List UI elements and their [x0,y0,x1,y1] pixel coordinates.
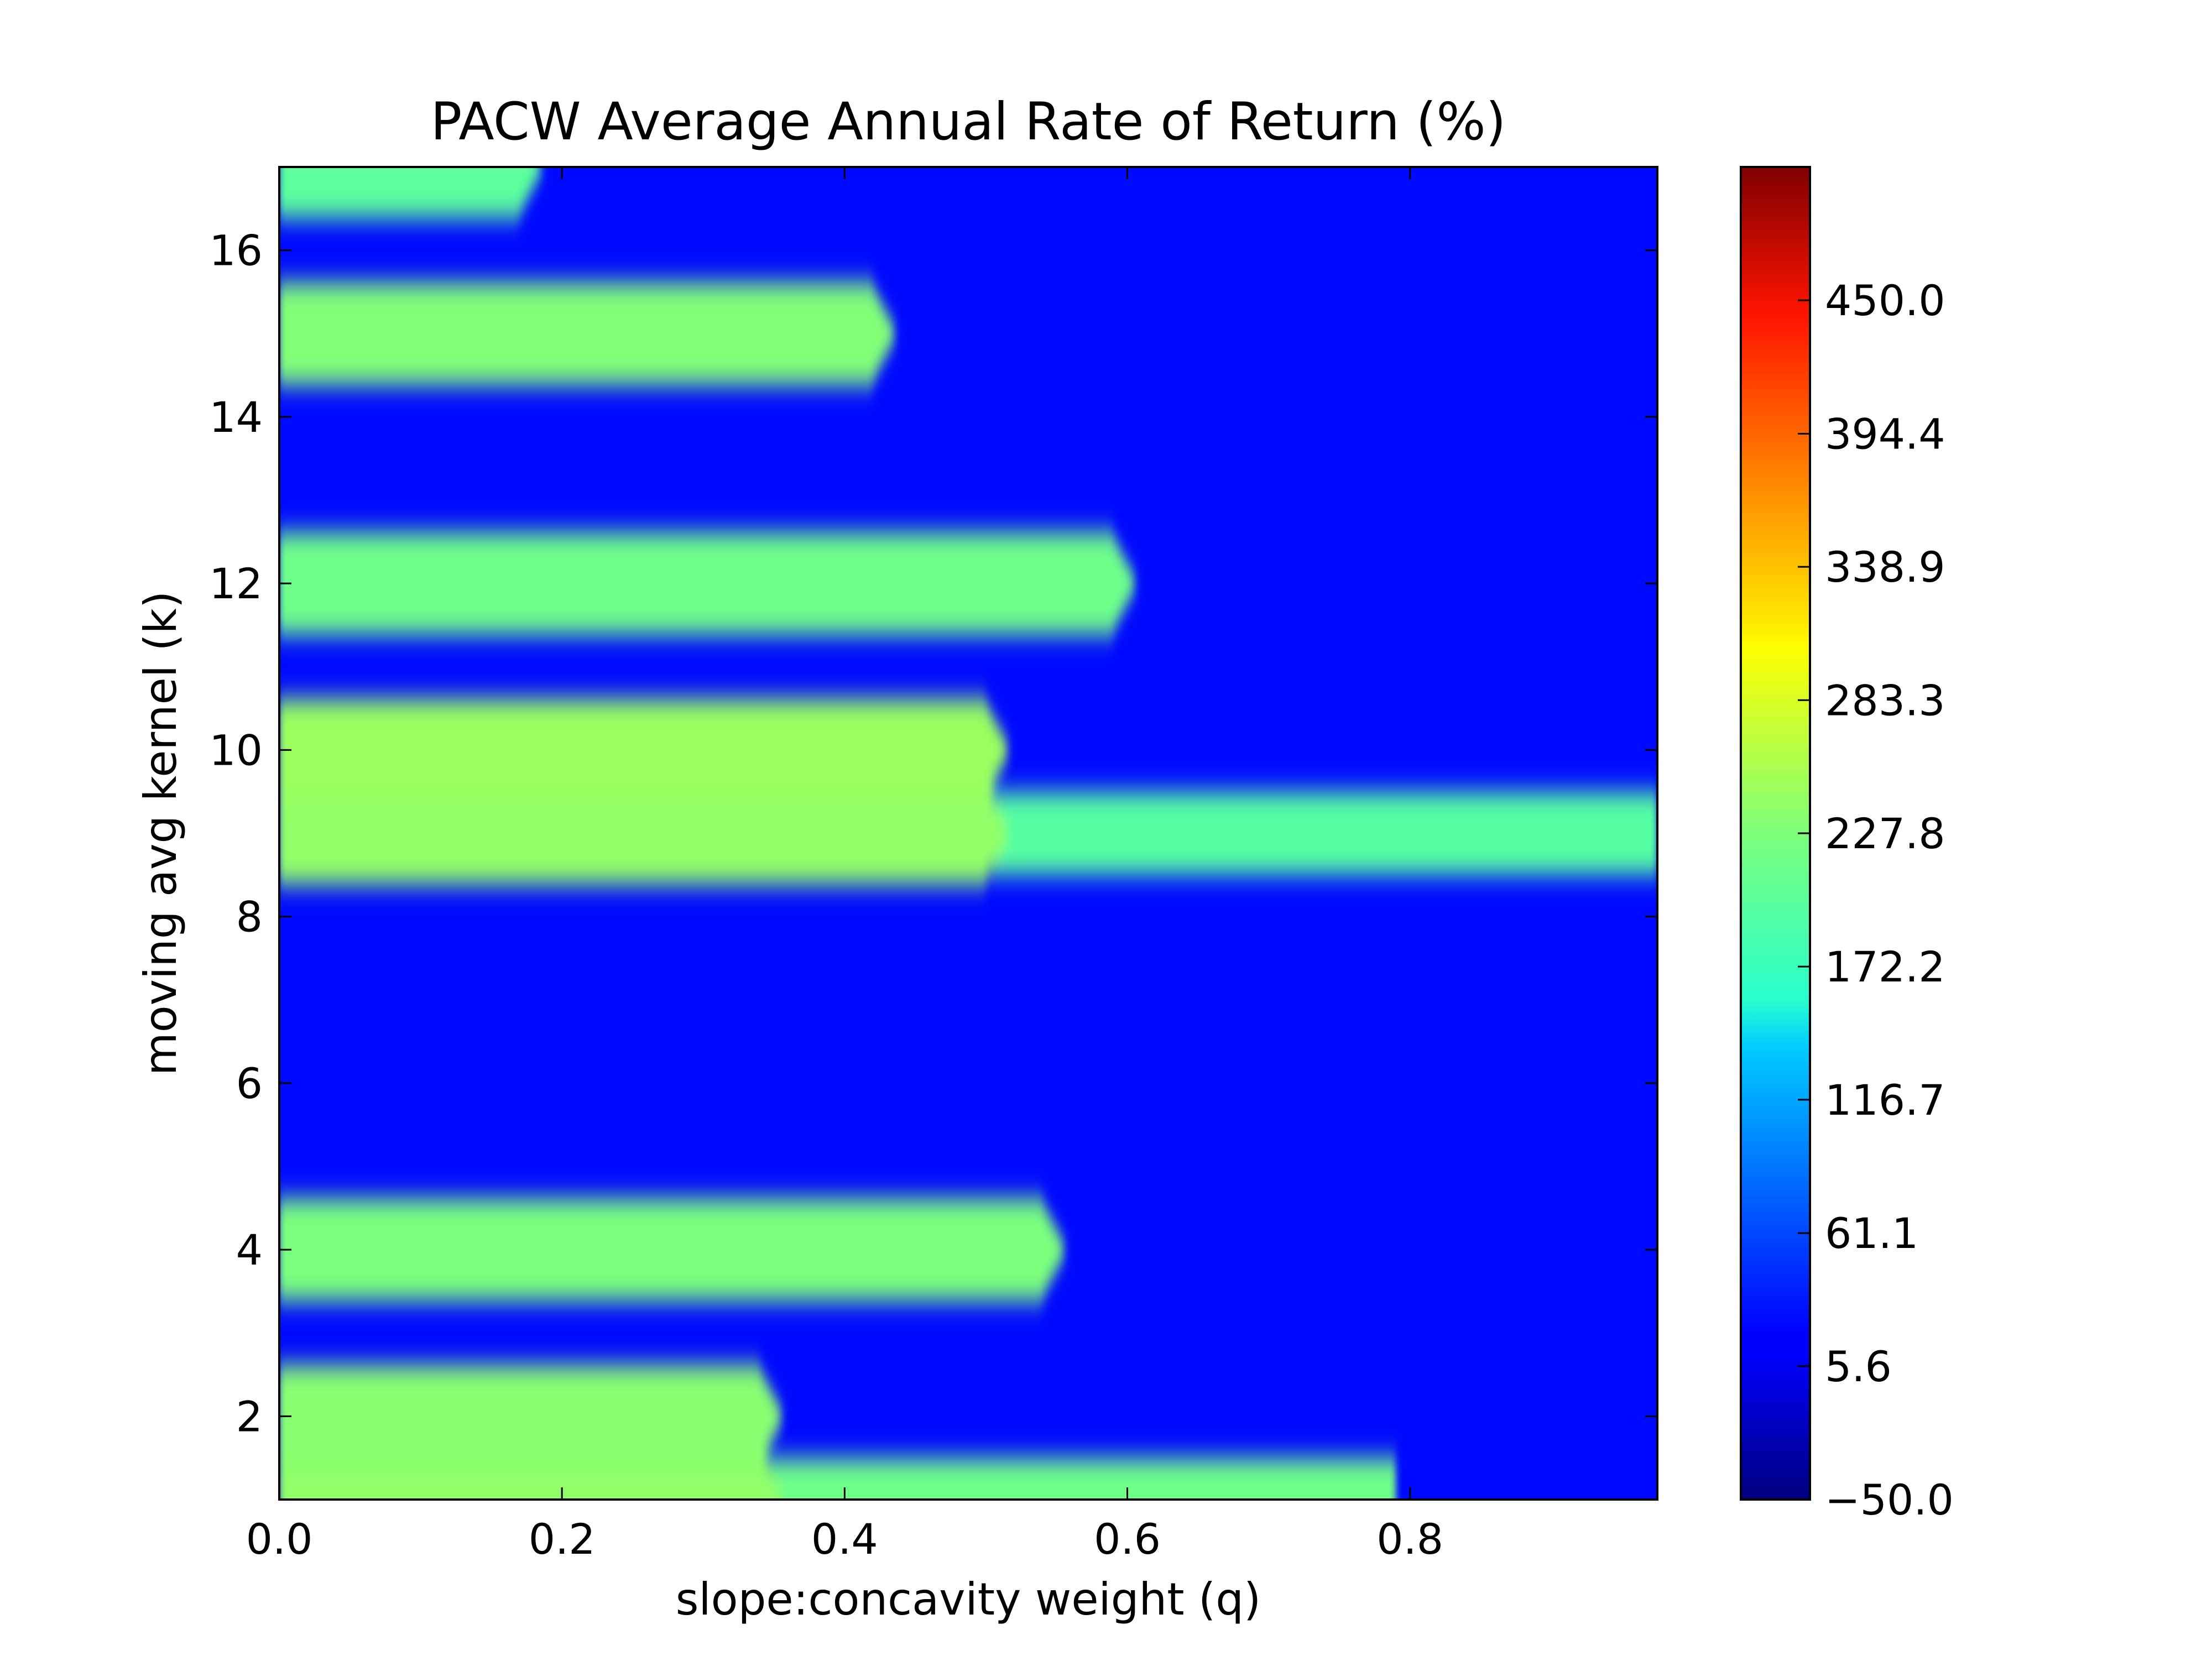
colorbar-tick-label: 394.4 [1825,409,1945,458]
heatmap-band [279,281,899,385]
y-axis-label: moving avg kernel (k) [135,591,186,1075]
y-tick-label: 4 [236,1225,263,1275]
x-tick-label: 0.0 [246,1514,313,1564]
y-tick-label: 10 [209,725,263,775]
chart-title: PACW Average Annual Rate of Return (%) [431,92,1506,152]
heatmap-band [279,781,1011,885]
colorbar-ticks: −50.0 5.6 61.1 116.7 172.2 227.8 283.3 338.9 394… [1798,276,1954,1524]
heatmap-band [279,167,545,219]
y-tick-label: 14 [209,393,263,442]
y-tick-label: 16 [209,226,263,275]
colorbar-tick-label: 450.0 [1825,276,1945,325]
colorbar-tick-label: 172.2 [1825,942,1945,991]
y-axis-ticks: 2 4 6 8 10 12 14 16 [209,226,1657,1441]
colorbar-tick-label: 116.7 [1825,1075,1945,1125]
colorbar-tick-label: 338.9 [1825,542,1945,592]
heatmap-band [279,1364,785,1468]
colorbar-tick-label: −50.0 [1825,1475,1954,1524]
x-axis-ticks: 0.0 0.2 0.4 0.6 0.8 [246,167,1443,1564]
x-tick-label: 0.2 [529,1514,596,1564]
colorbar-tick-label: 283.3 [1825,676,1945,725]
x-tick-label: 0.6 [1094,1514,1161,1564]
plot-area [279,167,1657,1500]
colorbar-tick-label: 5.6 [1825,1342,1892,1391]
y-tick-label: 2 [236,1392,263,1441]
heatmap-band [279,1198,1068,1302]
plot-frame [278,166,1658,1501]
y-tick-label: 12 [209,559,263,608]
x-tick-label: 0.8 [1376,1514,1443,1564]
colorbar: −50.0 5.6 61.1 116.7 172.2 227.8 283.3 338.9 394… [1740,166,1954,1524]
heatmap-bands [279,167,1657,1500]
y-tick-label: 6 [236,1059,263,1108]
heatmap-band [279,698,1011,802]
heatmap-band [279,531,1139,635]
colorbar-tick-label: 227.8 [1825,809,1945,858]
colorbar-tick-label: 61.1 [1825,1209,1918,1258]
x-tick-label: 0.4 [811,1514,878,1564]
x-axis-label: slope:concavity weight (q) [676,1574,1261,1625]
y-tick-label: 8 [236,892,263,942]
